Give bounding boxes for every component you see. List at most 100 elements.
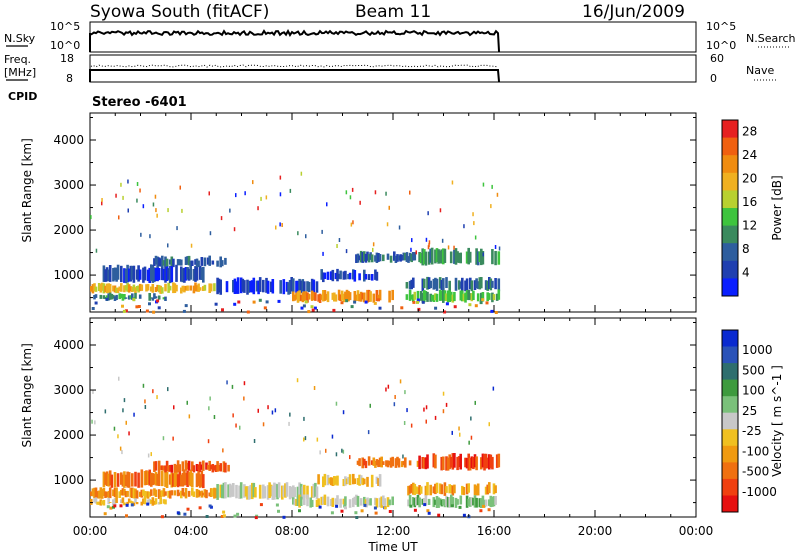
rti-cell (142, 383, 145, 388)
rti-cell (463, 224, 465, 229)
rti-cell (434, 277, 437, 289)
rti-cell (288, 486, 292, 500)
rti-cell (391, 456, 394, 467)
rti-cell (104, 285, 107, 293)
rti-cell (454, 248, 458, 265)
rti-cell (135, 286, 139, 291)
rti-cell (130, 503, 134, 507)
rti-cell (148, 293, 151, 301)
rti-cell (375, 476, 379, 484)
rti-cell (115, 487, 118, 499)
rti-cell (208, 255, 211, 266)
rti-cell (488, 293, 491, 300)
rti-cell (113, 267, 117, 281)
rti-cell (131, 473, 134, 487)
rti-cell (315, 281, 319, 293)
rti-cell (184, 460, 188, 471)
rti-cell (359, 250, 363, 263)
rti-cell (375, 290, 379, 302)
rti-cell (208, 460, 211, 471)
rti-cell (178, 464, 181, 472)
rti-cell (336, 475, 339, 486)
rti-cell (419, 291, 423, 301)
rti-cell (293, 487, 297, 497)
rti-cell (216, 277, 219, 295)
rti-cell (224, 482, 227, 499)
rti-cell (263, 486, 267, 499)
rti-cell (484, 280, 488, 290)
rti-cell (157, 285, 161, 293)
rti-cell (186, 256, 189, 265)
rti-cell (418, 252, 421, 263)
rti-cell (273, 482, 276, 500)
colorbar-swatch (722, 260, 738, 279)
rti-cell (211, 260, 215, 265)
rti-cell (249, 280, 252, 293)
rti-cell (385, 191, 387, 196)
rti-cell (151, 297, 155, 301)
rti-cell (356, 478, 360, 485)
rti-cell (354, 511, 358, 515)
rti-cell (462, 513, 466, 517)
rti-cell (312, 483, 316, 498)
rti-cell (473, 280, 477, 290)
rti-cell (173, 463, 177, 473)
rti-cell (424, 291, 428, 300)
rti-cell (252, 482, 256, 498)
rti-cell (124, 268, 128, 284)
rti-cell (154, 194, 157, 199)
rti-cell (122, 408, 124, 413)
rti-cell (355, 516, 359, 519)
rti-cell (200, 464, 204, 470)
rti-cell (404, 457, 407, 468)
colorbar-tick-label: 16 (742, 195, 757, 209)
rti-cell (400, 461, 404, 468)
rti-cell (271, 279, 275, 294)
rti-cell (170, 472, 174, 488)
rti-cell (186, 285, 189, 291)
rti-cell (108, 292, 112, 300)
rti-cell (257, 206, 259, 211)
rti-cell (331, 292, 335, 300)
rti-cell (103, 512, 107, 516)
rti-cell (385, 460, 388, 467)
rti-cell (101, 500, 104, 505)
rti-cell (102, 283, 106, 294)
rti-cell (380, 456, 383, 468)
rti-cell (127, 208, 129, 213)
rti-cell (497, 251, 501, 265)
rti-cell (475, 497, 478, 508)
rti-cell (400, 306, 404, 310)
rti-cell (366, 251, 369, 261)
rti-cell (263, 306, 267, 310)
rti-cell (335, 504, 339, 508)
rti-cell (353, 496, 357, 505)
rti-cell (97, 501, 101, 505)
rti-cell (176, 489, 180, 497)
rti-cell (167, 243, 169, 248)
rti-cell (167, 490, 170, 498)
rti-cell (113, 472, 117, 488)
rti-cell (413, 291, 417, 300)
colorbar-swatch (722, 478, 738, 496)
rti-cell (478, 498, 482, 508)
rti-cell (432, 278, 436, 290)
rti-cell (227, 464, 230, 472)
rti-cell (440, 456, 443, 471)
x-tick-label: 20:00 (578, 524, 613, 538)
rti-cell (292, 497, 295, 505)
rti-cell (440, 484, 444, 495)
rti-cell (355, 494, 358, 505)
rti-cell (148, 491, 151, 497)
rti-cell (243, 280, 246, 293)
rti-cell (413, 483, 417, 496)
rti-cell (464, 292, 467, 303)
rti-cell (341, 448, 343, 453)
rti-cell (195, 285, 199, 292)
rti-cell (115, 497, 118, 503)
rti-cell (157, 501, 161, 505)
rti-cell (465, 495, 469, 508)
rti-cell (276, 484, 279, 500)
rti-cell (410, 294, 413, 300)
rti-cell (107, 293, 110, 301)
